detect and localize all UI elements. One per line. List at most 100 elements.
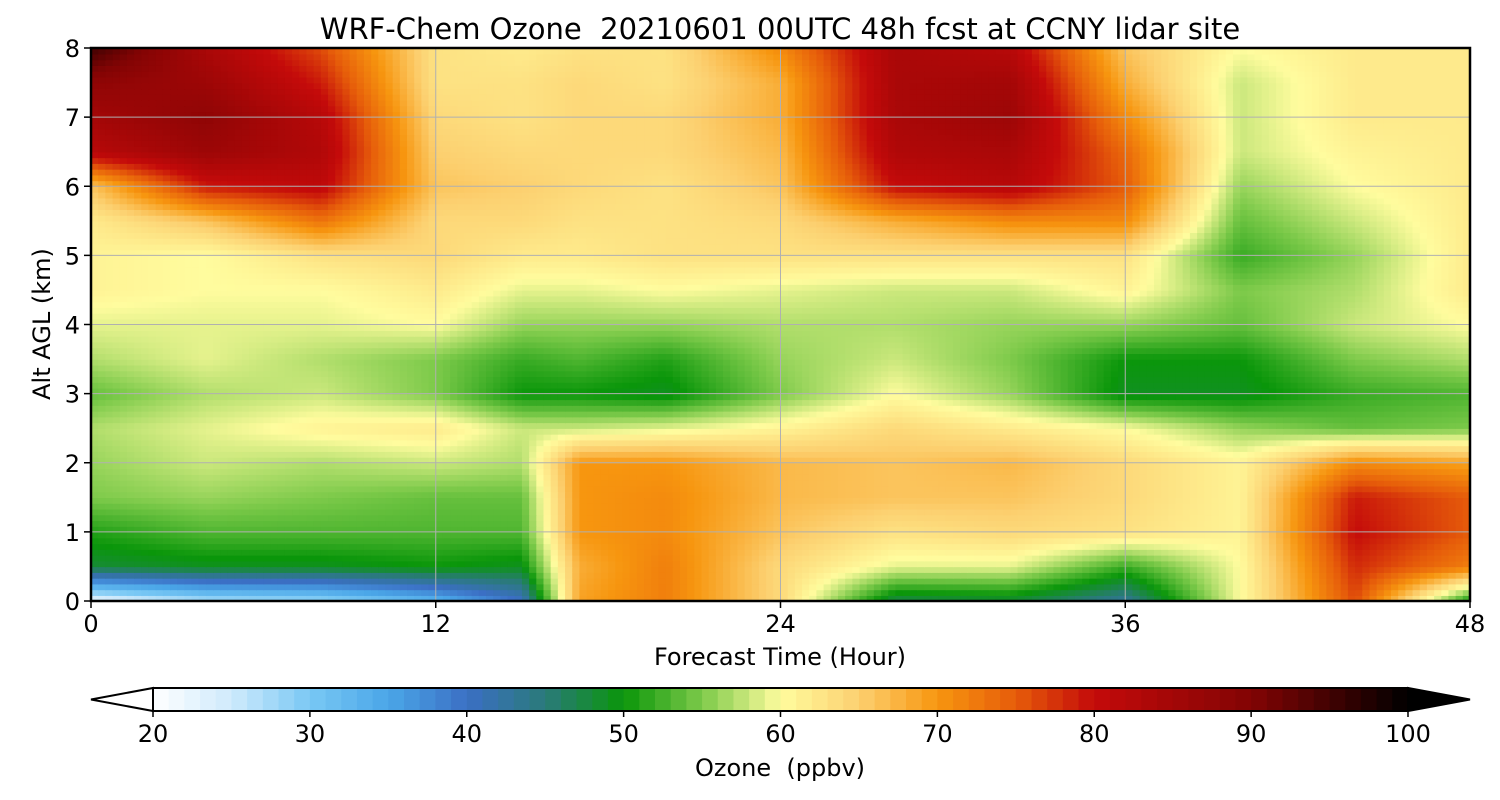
- heatmap-cell: [895, 497, 904, 504]
- heatmap-cell: [126, 554, 135, 562]
- heatmap-cell: [1017, 566, 1026, 573]
- heatmap-cell: [715, 456, 724, 464]
- heatmap-cell: [514, 583, 523, 591]
- heatmap-cell: [184, 474, 193, 481]
- heatmap-cell: [600, 595, 609, 601]
- heatmap-cell: [91, 566, 99, 573]
- heatmap-cell: [320, 595, 329, 601]
- heatmap-cell: [1405, 543, 1414, 550]
- heatmap-cell: [679, 485, 688, 493]
- heatmap-cell: [1067, 491, 1076, 499]
- heatmap-cell: [787, 508, 796, 516]
- heatmap-cell: [328, 526, 336, 533]
- heatmap-cell: [895, 554, 904, 562]
- heatmap-cell: [1125, 491, 1134, 499]
- heatmap-cell: [457, 503, 466, 510]
- heatmap-cell: [1390, 543, 1399, 550]
- heatmap-cell: [1383, 566, 1392, 573]
- heatmap-cell: [995, 595, 1004, 601]
- heatmap-cell: [105, 462, 114, 470]
- heatmap-cell: [658, 485, 667, 493]
- heatmap-cell: [1168, 531, 1177, 539]
- heatmap-cell: [1455, 549, 1464, 556]
- heatmap-cell: [1247, 497, 1256, 504]
- heatmap-cell: [1096, 526, 1105, 533]
- heatmap-cell: [873, 537, 882, 545]
- heatmap-cell: [421, 451, 430, 458]
- heatmap-cell: [1240, 526, 1249, 533]
- heatmap-cell: [586, 554, 595, 562]
- heatmap-cell: [967, 572, 976, 579]
- heatmap-cell: [486, 526, 494, 533]
- heatmap-cell: [687, 577, 696, 585]
- heatmap-cell: [1161, 572, 1170, 579]
- heatmap-cell: [1031, 503, 1040, 510]
- heatmap-cell: [543, 526, 552, 533]
- heatmap-cell: [392, 526, 401, 533]
- heatmap-cell: [1053, 491, 1062, 499]
- heatmap-cell: [916, 480, 925, 487]
- heatmap-cell: [672, 589, 681, 596]
- heatmap-cell: [105, 589, 114, 596]
- heatmap-cell: [1319, 474, 1328, 481]
- heatmap-cell: [486, 474, 494, 481]
- heatmap-cell: [1376, 583, 1385, 591]
- heatmap-cell: [284, 566, 293, 573]
- heatmap-cell: [1132, 491, 1141, 499]
- heatmap-cell: [98, 474, 107, 481]
- heatmap-cell: [708, 589, 717, 596]
- heatmap-cell: [119, 589, 128, 596]
- heatmap-cell: [1046, 577, 1055, 585]
- heatmap-cell: [794, 572, 803, 579]
- heatmap-cell: [1268, 462, 1277, 470]
- heatmap-cell: [651, 520, 660, 527]
- heatmap-cell: [701, 577, 710, 585]
- heatmap-cell: [464, 508, 473, 516]
- heatmap-cell: [198, 480, 207, 487]
- heatmap-cell: [1074, 491, 1083, 499]
- heatmap-cell: [1276, 526, 1284, 533]
- heatmap-cell: [1211, 554, 1220, 562]
- heatmap-cell: [1347, 456, 1356, 464]
- heatmap-cell: [600, 462, 609, 470]
- heatmap-cell: [1110, 497, 1119, 504]
- heatmap-cell: [644, 572, 652, 579]
- heatmap-cell: [1268, 543, 1277, 550]
- heatmap-cell: [1232, 543, 1241, 550]
- heatmap-cell: [615, 595, 624, 601]
- heatmap-cell: [1067, 503, 1076, 510]
- heatmap-cell: [284, 549, 293, 556]
- heatmap-cell: [837, 503, 846, 510]
- heatmap-cell: [565, 491, 573, 499]
- heatmap-cell: [1003, 531, 1012, 539]
- heatmap-cell: [464, 456, 473, 464]
- heatmap-cell: [1333, 537, 1342, 545]
- heatmap-cell: [809, 577, 818, 585]
- heatmap-cell: [320, 474, 329, 481]
- heatmap-cell: [126, 526, 135, 533]
- heatmap-cell: [1039, 531, 1047, 539]
- heatmap-cell: [1218, 537, 1227, 545]
- heatmap-cell: [1376, 503, 1385, 510]
- heatmap-cell: [155, 572, 164, 579]
- heatmap-cell: [1175, 480, 1184, 487]
- heatmap-cell: [909, 526, 918, 533]
- heatmap-cell: [213, 514, 221, 522]
- heatmap-cell: [1110, 589, 1119, 596]
- heatmap-cell: [1175, 549, 1184, 556]
- heatmap-cell: [213, 560, 221, 568]
- heatmap-cell: [974, 480, 983, 487]
- heatmap-cell: [565, 451, 573, 458]
- heatmap-cell: [823, 508, 832, 516]
- heatmap-cell: [1024, 549, 1033, 556]
- heatmap-cell: [119, 566, 128, 573]
- heatmap-cell: [306, 543, 315, 550]
- heatmap-cell: [134, 508, 142, 516]
- heatmap-cell: [615, 560, 624, 568]
- heatmap-cell: [450, 474, 458, 481]
- heatmap-cell: [342, 566, 351, 573]
- heatmap-cell: [184, 497, 193, 504]
- heatmap-cell: [529, 531, 537, 539]
- heatmap-cell: [191, 497, 200, 504]
- heatmap-cell: [536, 583, 545, 591]
